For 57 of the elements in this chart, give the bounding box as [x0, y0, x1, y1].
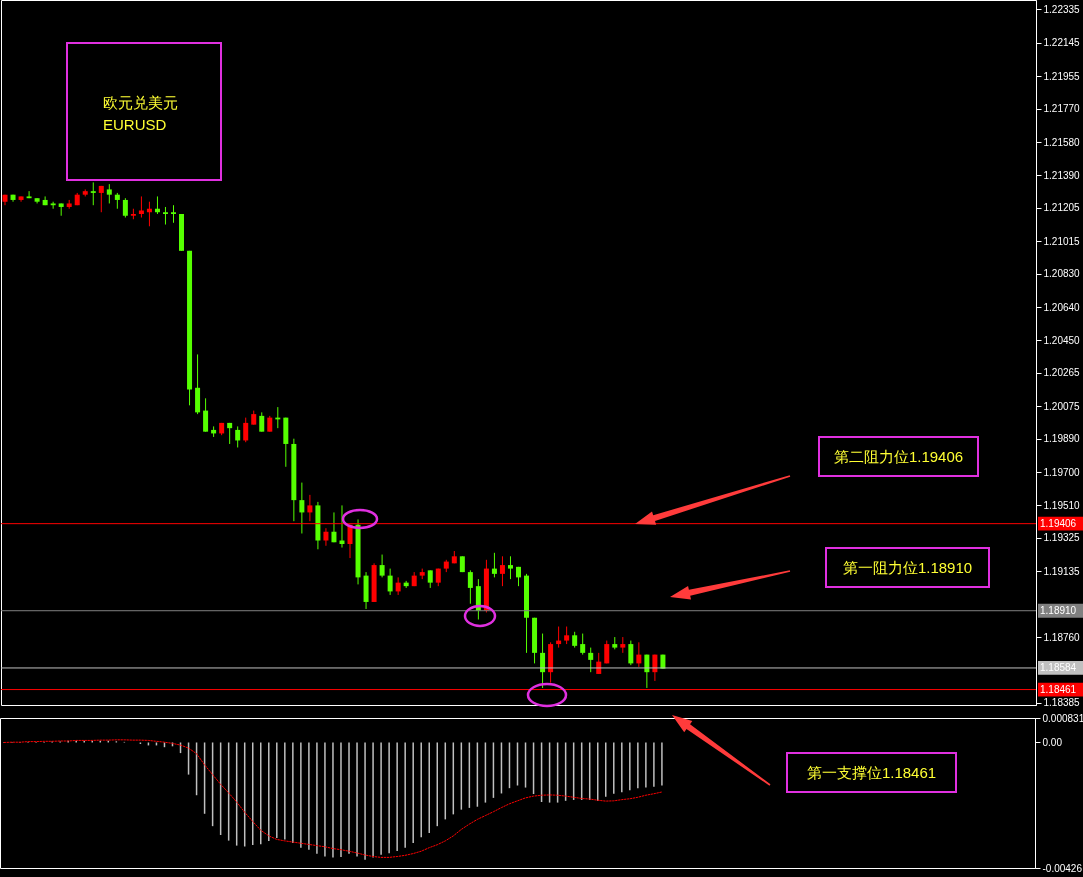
candlestick — [467, 569, 473, 605]
ref-line-label: 1.19406 — [1040, 517, 1077, 529]
y-tick-label: 1.19890 — [1043, 433, 1081, 445]
candlestick — [98, 185, 104, 213]
candlestick — [243, 417, 249, 443]
candlestick — [588, 647, 594, 673]
candlestick — [26, 190, 32, 199]
candlestick — [307, 494, 313, 522]
candlestick — [499, 555, 505, 587]
y-tick-label: 1.20265 — [1043, 367, 1081, 379]
candlestick — [203, 397, 209, 433]
ref-line-label: 1.18910 — [1040, 604, 1077, 616]
y-tick-label: -0.00426 — [1042, 862, 1083, 874]
y-tick-label: 0.000831 — [1042, 712, 1083, 724]
candlestick — [90, 181, 96, 206]
candlestick — [259, 411, 265, 433]
y-tick-label: 1.18760 — [1043, 631, 1081, 643]
y-tick-label: 1.21015 — [1043, 235, 1081, 247]
candlestick — [299, 482, 305, 534]
y-tick-label: 1.18385 — [1043, 697, 1081, 709]
y-tick-label: 1.20075 — [1043, 400, 1081, 412]
candlestick — [122, 197, 128, 218]
candlestick — [331, 511, 337, 543]
candlestick — [323, 527, 329, 547]
y-tick-label: 0.00 — [1042, 736, 1063, 748]
annotation: 第二阻力位1.19406 — [818, 436, 979, 477]
annotation: 第一支撑位1.18461 — [786, 752, 957, 793]
candlestick — [106, 183, 112, 204]
y-tick-label: 1.20640 — [1043, 301, 1081, 313]
y-tick-label: 1.21205 — [1043, 202, 1081, 214]
ref-line-label: 1.18584 — [1040, 661, 1077, 673]
annotation: 第一阻力位1.18910 — [825, 547, 990, 588]
ref-line-label: 1.18461 — [1040, 683, 1077, 695]
y-tick-label: 1.22335 — [1043, 3, 1081, 15]
candlestick — [379, 554, 385, 578]
candlestick — [507, 555, 513, 580]
text: 欧元兑美元 — [103, 93, 179, 113]
y-tick-label: 1.19700 — [1043, 466, 1081, 478]
y-tick-label: 1.21770 — [1043, 103, 1081, 115]
y-tick-label: 1.22145 — [1043, 37, 1081, 49]
y-tick-label: 1.19510 — [1043, 499, 1081, 511]
y-tick-label: 1.20450 — [1043, 334, 1081, 346]
text: EURUSD — [103, 115, 168, 135]
candlestick — [628, 640, 634, 666]
candlestick — [636, 641, 642, 668]
y-tick-label: 1.21580 — [1043, 136, 1081, 148]
y-tick-label: 1.21390 — [1043, 169, 1081, 181]
y-tick-label: 1.19325 — [1043, 532, 1081, 544]
y-tick-label: 1.19135 — [1043, 565, 1081, 577]
candlestick — [235, 425, 241, 448]
line-series — [3, 739, 663, 858]
candlestick — [491, 552, 497, 578]
candlestick — [580, 633, 586, 656]
y-tick-label: 1.21955 — [1043, 70, 1081, 82]
candlestick — [138, 195, 144, 218]
candlestick — [387, 568, 393, 596]
y-tick-label: 1.20830 — [1043, 268, 1081, 280]
